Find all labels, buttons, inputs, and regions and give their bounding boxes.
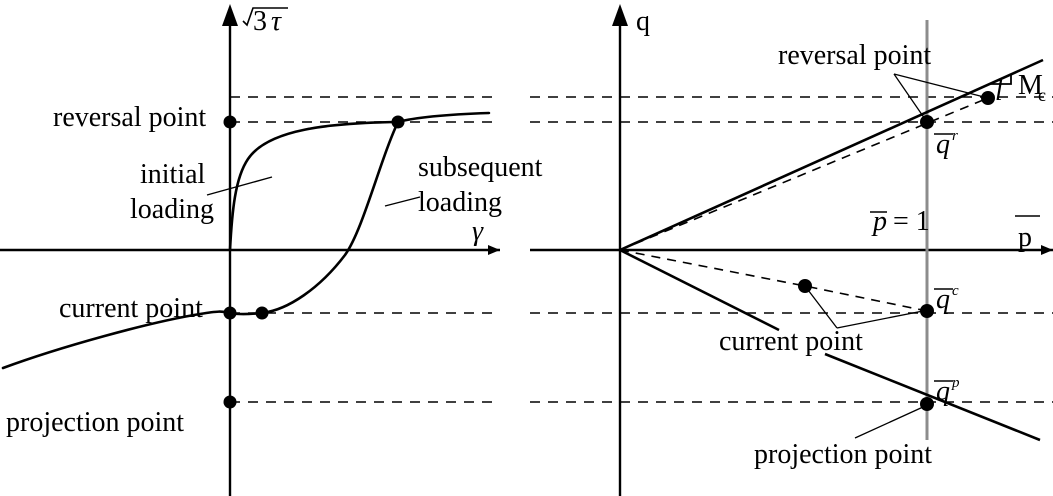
- svg-text:= 1: = 1: [893, 206, 930, 237]
- svg-text:q: q: [636, 6, 650, 37]
- svg-text:p: p: [871, 206, 887, 237]
- svg-text:r: r: [952, 128, 958, 144]
- svg-text:loading: loading: [418, 187, 502, 218]
- svg-text:reversal point: reversal point: [53, 102, 206, 133]
- svg-text:c: c: [952, 283, 959, 299]
- svg-text:p: p: [951, 375, 960, 391]
- svg-text:subsequent: subsequent: [418, 152, 543, 183]
- svg-text:projection point: projection point: [754, 439, 932, 470]
- svg-text:γ: γ: [472, 216, 484, 247]
- svg-text:current point: current point: [59, 293, 203, 324]
- svg-text:initial: initial: [140, 159, 206, 190]
- svg-text:reversal point: reversal point: [778, 40, 931, 71]
- svg-text:p: p: [1018, 222, 1032, 253]
- svg-text:3: 3: [253, 6, 267, 37]
- svg-text:current point: current point: [719, 326, 863, 357]
- svg-text:l: l: [995, 76, 1003, 107]
- svg-text:τ: τ: [271, 6, 282, 37]
- svg-text:projection point: projection point: [6, 407, 184, 438]
- svg-text:c: c: [1038, 85, 1046, 105]
- svg-text:loading: loading: [130, 194, 214, 225]
